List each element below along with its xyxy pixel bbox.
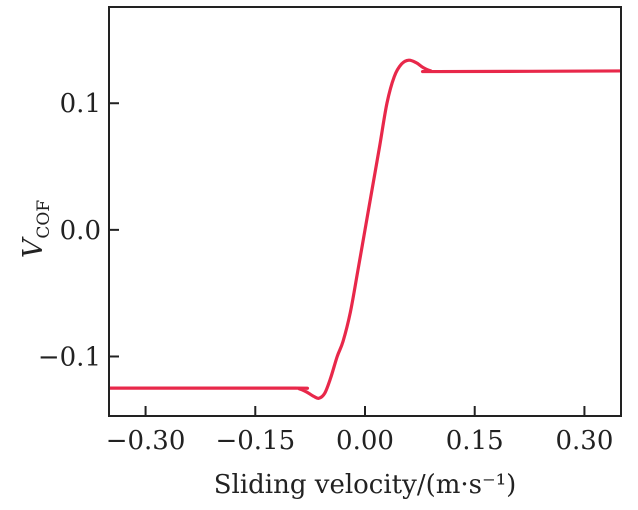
x-tick-label: −0.30 xyxy=(106,426,186,456)
plot-frame xyxy=(108,6,622,417)
x-tick-label: −0.15 xyxy=(215,426,295,456)
x-tick-label: 0.00 xyxy=(336,426,394,456)
series-line xyxy=(108,58,622,400)
y-tick-label: 0.1 xyxy=(60,89,101,119)
y-tick-label: 0.0 xyxy=(60,216,101,246)
ticks: −0.30 −0.15 0.00 0.15 0.30 −0.1 0.0 0.1 xyxy=(38,89,614,456)
y-tick-label: −0.1 xyxy=(38,342,101,372)
x-axis-label: Sliding velocity/(m·s⁻¹) xyxy=(214,470,517,500)
y-axis-label-sub: COF xyxy=(34,200,54,239)
x-tick-label: 0.30 xyxy=(555,426,613,456)
plot-marks xyxy=(108,58,622,400)
y-axis-label: VCOF xyxy=(18,200,54,258)
svg-text:VCOF: VCOF xyxy=(18,200,54,258)
y-axis-label-main: V xyxy=(18,236,49,258)
x-tick-label: 0.15 xyxy=(446,426,504,456)
